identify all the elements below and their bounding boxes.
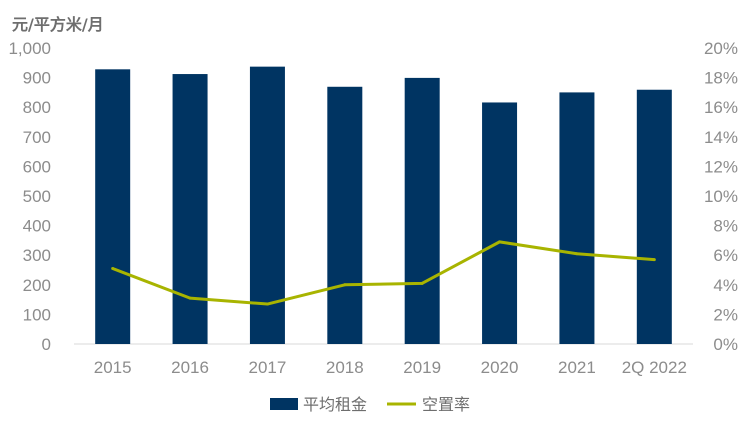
right-axis-tick-label: 0% — [713, 335, 738, 354]
right-axis-tick-label: 12% — [704, 157, 738, 176]
legend-label-rent: 平均租金 — [303, 395, 367, 414]
x-axis-tick-label: 2016 — [171, 358, 209, 377]
right-axis-tick-label: 4% — [713, 276, 738, 295]
vacancy-point — [111, 267, 115, 271]
left-axis-tick-label: 100 — [23, 305, 51, 324]
bar-series — [95, 66, 672, 345]
vacancy-point — [188, 296, 192, 300]
vacancy-point — [265, 302, 269, 306]
x-axis-tick-label: 2019 — [403, 358, 441, 377]
left-axis-tick-label: 500 — [23, 187, 51, 206]
right-axis: 0% 2% 4% 6% 8% 10% 12% 14% 16% 18% 20% — [704, 39, 738, 354]
legend: 平均租金 空置率 — [270, 395, 470, 414]
bar — [249, 66, 285, 344]
x-axis: 2015 2016 2017 2018 2019 2020 2021 2Q 2022 — [94, 358, 687, 377]
left-axis-tick-label: 600 — [23, 157, 51, 176]
right-axis-tick-label: 16% — [704, 98, 738, 117]
line-series — [111, 240, 656, 306]
x-axis-tick-label: 2015 — [94, 358, 132, 377]
left-axis-tick-label: 1,000 — [8, 39, 51, 58]
vacancy-point — [575, 252, 579, 256]
legend-swatch-rent — [270, 398, 298, 410]
bar — [172, 74, 208, 344]
vacancy-line — [112, 240, 655, 306]
left-axis-tick-label: 900 — [23, 69, 51, 88]
bar — [482, 102, 518, 345]
vacancy-point — [343, 283, 347, 287]
left-axis-tick-label: 800 — [23, 98, 51, 117]
left-axis-tick-label: 300 — [23, 246, 51, 265]
x-axis-tick-label: 2020 — [481, 358, 519, 377]
x-axis-tick-label: 2021 — [558, 358, 596, 377]
right-axis-tick-label: 18% — [704, 69, 738, 88]
bar — [636, 89, 672, 345]
right-axis-tick-label: 14% — [704, 128, 738, 147]
right-axis-tick-label: 20% — [704, 39, 738, 58]
left-axis-tick-label: 200 — [23, 276, 51, 295]
x-axis-tick-label: 2018 — [326, 358, 364, 377]
bar — [559, 92, 595, 345]
right-axis-tick-label: 8% — [713, 217, 738, 236]
right-axis-tick-label: 6% — [713, 246, 738, 265]
x-axis-tick-label: 2017 — [249, 358, 287, 377]
vacancy-point — [652, 258, 656, 262]
left-axis: 0 100 200 300 400 500 600 700 800 900 1,000 — [8, 39, 51, 354]
left-axis-tick-label: 0 — [42, 335, 51, 354]
bar — [404, 77, 440, 345]
vacancy-point — [420, 281, 424, 285]
left-axis-unit-label: 元/平方米/月 — [12, 15, 104, 34]
left-axis-tick-label: 700 — [23, 128, 51, 147]
bar — [95, 69, 131, 344]
left-axis-tick-label: 400 — [23, 217, 51, 236]
vacancy-point — [498, 240, 502, 244]
x-axis-tick-label: 2Q 2022 — [622, 358, 687, 377]
legend-label-vacancy: 空置率 — [422, 395, 470, 414]
bar — [327, 86, 363, 344]
right-axis-tick-label: 2% — [713, 305, 738, 324]
right-axis-tick-label: 10% — [704, 187, 738, 206]
